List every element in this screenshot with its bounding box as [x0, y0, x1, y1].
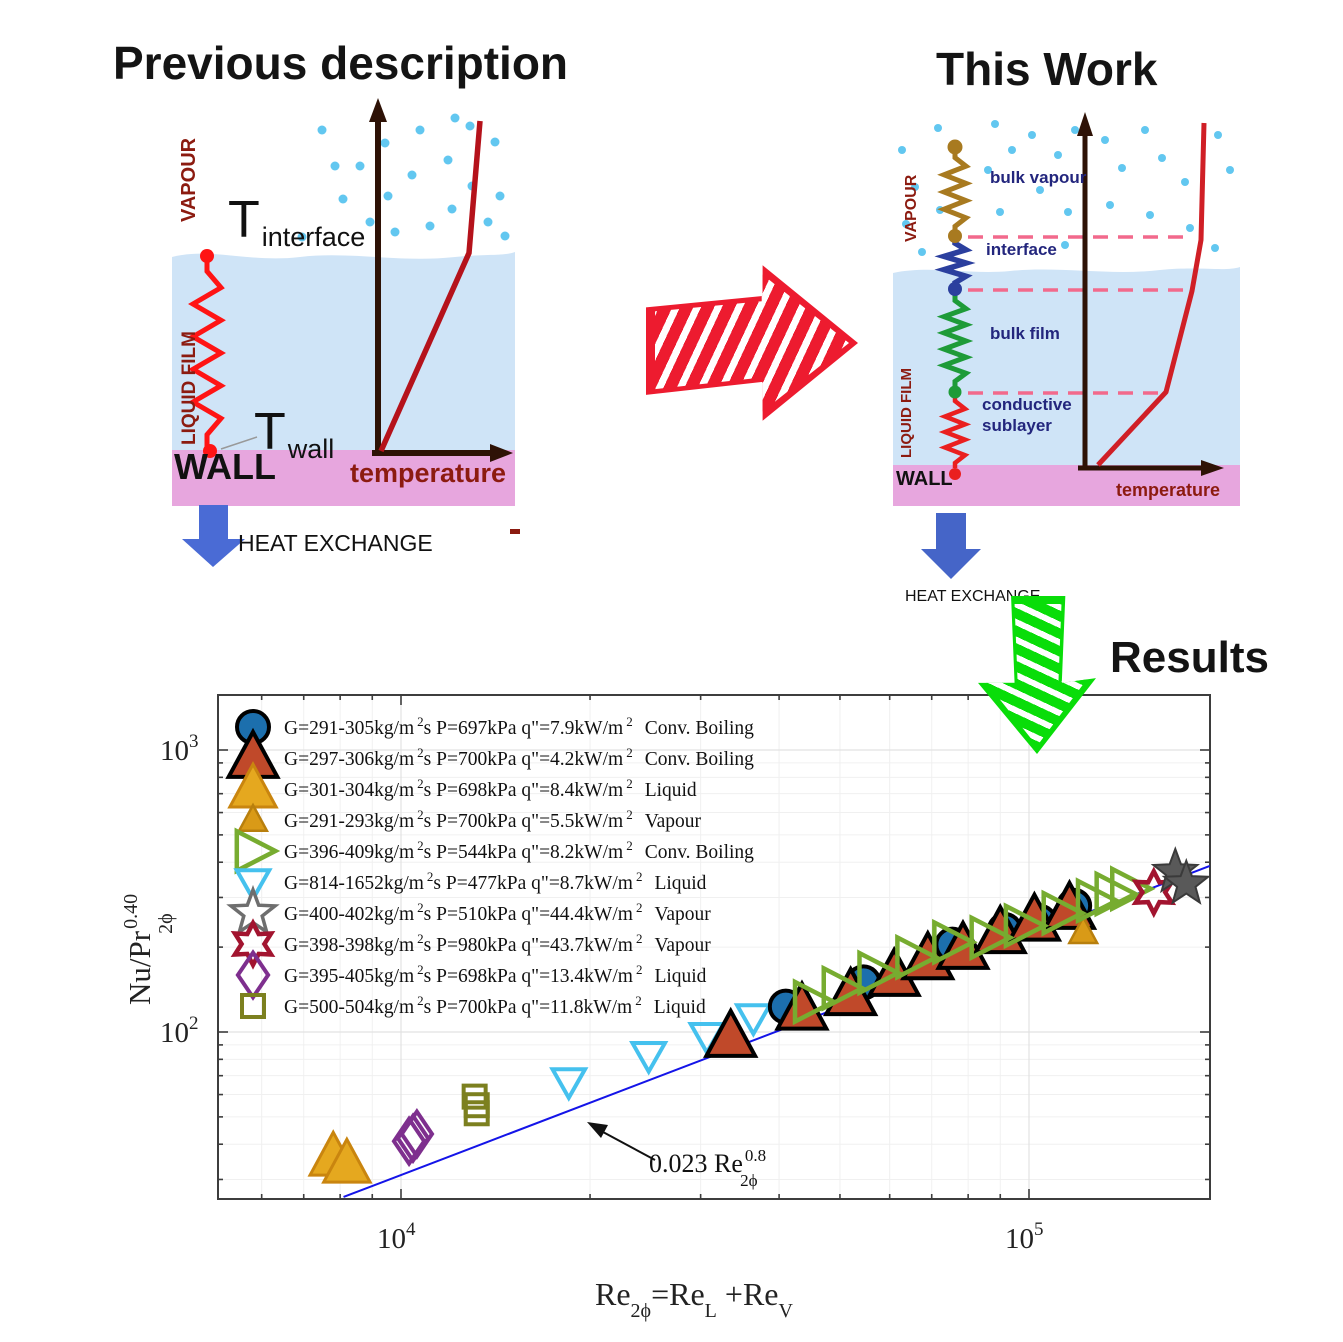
svg-text:102: 102: [160, 1013, 199, 1049]
series-4: [792, 865, 1156, 1026]
legend-entry-6: G=400-402kg/m 2s P=510kPa q"=44.4kW/m 2 Vap…: [226, 884, 711, 936]
x-axis-label: Re2ϕ​=ReL​ +ReV​: [595, 1276, 793, 1322]
legend-entry-8: G=395-405kg/m 2s P=698kPa q"=13.4kW/m 2 Liq…: [235, 949, 707, 1001]
t-wall-symbol: T: [254, 403, 286, 461]
conductive-sublayer-resistor: [938, 396, 972, 468]
right-temperature-label: temperature: [1116, 480, 1221, 500]
results-chart: G=291-305kg/m 2s P=697kPa q"=7.9kW/m 2 Conv…: [120, 694, 1211, 1322]
legend-entry-3: G=291-293kg/m 2s P=700kPa q"=5.5kW/m 2 Vapo…: [236, 802, 702, 833]
svg-text:104: 104: [377, 1219, 416, 1255]
legend-entry-text: G=396-409kg/m 2s P=544kPa q"=8.2kW/m 2 Conv…: [284, 838, 754, 863]
t-interface-label: T interface: [228, 191, 366, 253]
y-axis-label: Nu/Pr0.40 2ϕ: [120, 894, 177, 1005]
t-interface-symbol: T: [228, 191, 260, 249]
left-heat-exchange-label: HEAT EXCHANGE: [238, 530, 433, 556]
right-heat-arrow: [921, 513, 981, 579]
legend-entry-7: G=398-398kg/m 2s P=980kPa q"=43.7kW/m 2 Vap…: [230, 918, 711, 970]
right-vapour-label: VAPOUR: [903, 174, 920, 242]
title-this-work: This Work: [936, 43, 1158, 95]
axis-ticks: [218, 695, 1210, 1199]
legend-entry-text: G=500-504kg/m 2s P=700kPa q"=11.8kW/m 2 Liq…: [284, 993, 706, 1018]
left-heat-arrow: [182, 505, 245, 567]
right-liquid-region: [893, 267, 1240, 465]
legend-entry-4: G=396-409kg/m 2s P=544kPa q"=8.2kW/m 2 Conv…: [234, 827, 754, 875]
legend-entry-text: G=297-306kg/m 2s P=700kPa q"=4.2kW/m 2 Conv…: [284, 745, 754, 770]
svg-text:103: 103: [160, 731, 199, 767]
title-previous-description: Previous description: [113, 37, 569, 89]
left-axis-right-arrowhead: [490, 444, 513, 462]
small-red-dash: [510, 529, 520, 534]
title-results: Results: [1110, 633, 1269, 682]
series-3: [1067, 914, 1100, 945]
layer-label-bulk-vapour: bulk vapour: [990, 168, 1087, 187]
right-heat-exchange-label: HEAT EXCHANGE: [905, 588, 1041, 605]
layer-label-bulk-film: bulk film: [990, 324, 1060, 343]
interface-resistor: [934, 240, 976, 286]
left-resistor: [188, 249, 226, 458]
right-axis-up-arrowhead: [1077, 112, 1093, 136]
right-vapour-dots: [898, 120, 1234, 256]
layer-label-conductive-sublayer: conductive sublayer: [982, 395, 1072, 435]
tick-labels: 104 105 103 102: [160, 731, 1044, 1255]
legend-entry-0: G=291-305kg/m 2s P=697kPa q"=7.9kW/m 2 Conv…: [235, 709, 754, 745]
series-8: [391, 1108, 435, 1168]
right-temperature-profile: [1096, 122, 1207, 467]
layer-label-interface: interface: [986, 240, 1057, 259]
bulk-vapour-resistor: [937, 152, 973, 232]
left-temperature-label: temperature: [350, 458, 507, 488]
chart-legend: G=291-305kg/m 2s P=697kPa q"=7.9kW/m 2 Conv…: [225, 709, 754, 1019]
legend-entry-text: G=395-405kg/m 2s P=698kPa q"=13.4kW/m 2 Liq…: [284, 962, 707, 987]
legend-entry-text: G=301-304kg/m 2s P=698kPa q"=8.4kW/m 2 Liqu…: [284, 776, 697, 801]
legend-entry-9: G=500-504kg/m 2s P=700kPa q"=11.8kW/m 2 Liq…: [240, 993, 706, 1019]
legend-entry-5: G=814-1652kg/m 2s P=477kPa q"=8.7kW/m 2 Liq…: [233, 868, 707, 903]
left-axis-up-arrowhead: [369, 98, 387, 122]
left-resistor-zigzag: [188, 258, 226, 448]
legend-entry-text: G=291-293kg/m 2s P=700kPa q"=5.5kW/m 2 Vapo…: [284, 807, 702, 832]
series-9: [461, 1083, 490, 1127]
left-wall-label: WALL: [174, 446, 276, 487]
bulk-film-resistor: [936, 294, 974, 388]
svg-text:105: 105: [1005, 1219, 1044, 1255]
t-wall-label: T wall: [254, 403, 335, 465]
t-wall-subscript: wall: [287, 434, 335, 464]
legend-entry-1: G=297-306kg/m 2s P=700kPa q"=4.2kW/m 2 Conv…: [225, 727, 754, 779]
right-diagram: [893, 112, 1240, 579]
left-temperature-profile: [378, 120, 483, 453]
data-points: [307, 846, 1211, 1184]
right-liquid-film-label: LIQUID FILM: [898, 368, 915, 458]
legend-entry-text: G=400-402kg/m 2s P=510kPa q"=44.4kW/m 2 Vap…: [284, 900, 711, 925]
left-vapour-label: VAPOUR: [178, 137, 200, 222]
right-resistor-chain: [934, 139, 976, 480]
legend-entry-2: G=301-304kg/m 2s P=698kPa q"=8.4kW/m 2 Liqu…: [227, 761, 697, 809]
left-diagram: [172, 98, 520, 567]
series-6: [1150, 846, 1211, 905]
legend-entry-text: G=291-305kg/m 2s P=697kPa q"=7.9kW/m 2 Conv…: [284, 714, 754, 739]
fit-line-annotation: 0.023 Re 0.8 2ϕ: [587, 1122, 766, 1190]
left-twall-pointer-line: [220, 436, 258, 450]
left-liquid-region: [172, 252, 515, 450]
t-interface-subscript: interface: [261, 222, 366, 252]
right-wall-label: WALL: [896, 468, 953, 490]
series-1: [703, 878, 1098, 1058]
right-axis-right-arrowhead: [1201, 460, 1224, 476]
series-2: [307, 1129, 373, 1184]
left-wall-band: [172, 450, 515, 506]
svg-text:0.023 Re0.82ϕ: 0.023 Re 0.8 2ϕ: [649, 1146, 766, 1190]
legend-entry-text: G=398-398kg/m 2s P=980kPa q"=43.7kW/m 2 Vap…: [284, 931, 711, 956]
legend-entry-text: G=814-1652kg/m 2s P=477kPa q"=8.7kW/m 2 Liq…: [284, 869, 707, 894]
left-liquid-film-label: LIQUID FILM: [179, 331, 200, 445]
